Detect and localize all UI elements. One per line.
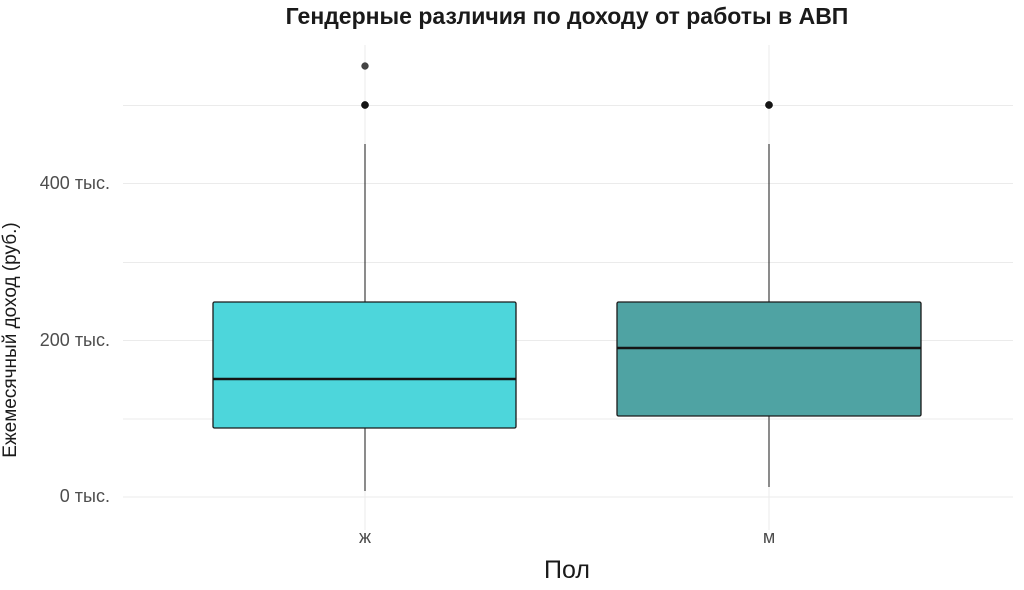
- svg-text:Пол: Пол: [544, 556, 590, 584]
- svg-text:Ежемесячный доход (руб.): Ежемесячный доход (руб.): [0, 222, 21, 457]
- svg-text:ж: ж: [359, 527, 371, 547]
- svg-text:400 тыс.: 400 тыс.: [40, 173, 110, 193]
- svg-text:м: м: [763, 527, 775, 547]
- svg-text:0 тыс.: 0 тыс.: [60, 486, 110, 506]
- svg-text:200 тыс.: 200 тыс.: [40, 330, 110, 350]
- svg-text:Гендерные различия по доходу о: Гендерные различия по доходу от работы в…: [286, 3, 849, 29]
